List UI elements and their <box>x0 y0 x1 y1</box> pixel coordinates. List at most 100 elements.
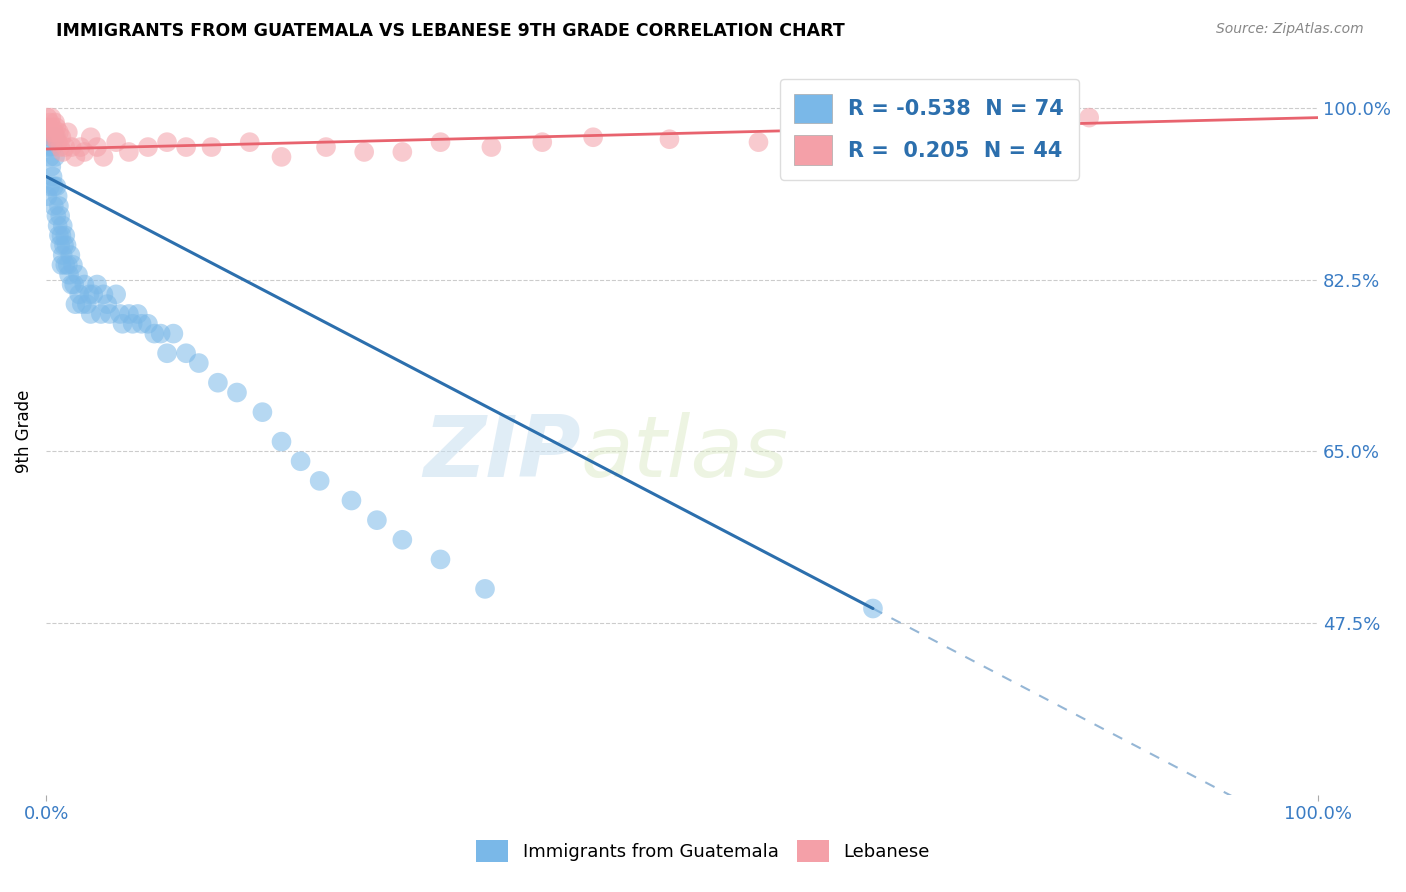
Point <box>39 125 62 139</box>
Point <box>340 493 363 508</box>
Point <box>391 145 413 159</box>
Point <box>118 145 141 159</box>
Point <box>429 552 451 566</box>
Point <box>136 140 159 154</box>
Point <box>149 326 172 341</box>
Legend: Immigrants from Guatemala, Lebanese: Immigrants from Guatemala, Lebanese <box>468 833 938 870</box>
Point <box>111 317 134 331</box>
Point <box>39 150 62 164</box>
Point <box>51 258 73 272</box>
Point <box>63 277 86 292</box>
Point <box>53 258 76 272</box>
Point <box>56 258 79 272</box>
Point <box>38 120 60 135</box>
Point <box>51 228 73 243</box>
Point <box>45 179 67 194</box>
Point <box>127 307 149 321</box>
Point <box>79 287 101 301</box>
Point <box>46 135 69 149</box>
Point <box>290 454 312 468</box>
Point <box>39 160 62 174</box>
Point <box>49 140 72 154</box>
Point <box>76 297 98 311</box>
Point <box>51 130 73 145</box>
Point <box>66 268 89 282</box>
Point <box>108 307 131 321</box>
Point <box>59 248 82 262</box>
Point <box>39 115 62 129</box>
Point <box>308 474 330 488</box>
Point <box>41 130 63 145</box>
Point <box>45 120 67 135</box>
Point <box>366 513 388 527</box>
Point <box>46 219 69 233</box>
Point <box>46 189 69 203</box>
Point <box>118 307 141 321</box>
Point <box>70 297 93 311</box>
Point <box>80 307 103 321</box>
Point <box>49 238 72 252</box>
Point <box>658 132 681 146</box>
Point <box>86 277 108 292</box>
Point <box>353 145 375 159</box>
Point <box>44 130 66 145</box>
Point <box>136 317 159 331</box>
Text: IMMIGRANTS FROM GUATEMALA VS LEBANESE 9TH GRADE CORRELATION CHART: IMMIGRANTS FROM GUATEMALA VS LEBANESE 9T… <box>56 22 845 40</box>
Point <box>270 434 292 449</box>
Point <box>53 140 76 154</box>
Point <box>52 248 75 262</box>
Point <box>39 111 62 125</box>
Point <box>156 135 179 149</box>
Point <box>200 140 222 154</box>
Point <box>239 135 262 149</box>
Point <box>41 169 63 184</box>
Point <box>73 277 96 292</box>
Point <box>48 125 70 139</box>
Point <box>52 219 75 233</box>
Point <box>96 297 118 311</box>
Point <box>45 209 67 223</box>
Point <box>156 346 179 360</box>
Point <box>60 277 83 292</box>
Point <box>93 150 115 164</box>
Point <box>45 130 67 145</box>
Point <box>65 297 87 311</box>
Point <box>391 533 413 547</box>
Point <box>270 150 292 164</box>
Point <box>479 140 502 154</box>
Point <box>143 326 166 341</box>
Text: Source: ZipAtlas.com: Source: ZipAtlas.com <box>1216 22 1364 37</box>
Point <box>187 356 209 370</box>
Point <box>48 228 70 243</box>
Point <box>42 199 65 213</box>
Point <box>174 140 197 154</box>
Point <box>38 140 60 154</box>
Point <box>849 130 872 145</box>
Point <box>226 385 249 400</box>
Point <box>315 140 337 154</box>
Point <box>93 287 115 301</box>
Point <box>62 258 84 272</box>
Point <box>53 238 76 252</box>
Y-axis label: 9th Grade: 9th Grade <box>15 390 32 474</box>
Point <box>67 287 90 301</box>
Point <box>98 307 121 321</box>
Point <box>37 111 59 125</box>
Point <box>252 405 274 419</box>
Point <box>58 268 80 282</box>
Point <box>80 130 103 145</box>
Point <box>48 199 70 213</box>
Point <box>42 125 65 139</box>
Legend: R = -0.538  N = 74, R =  0.205  N = 44: R = -0.538 N = 74, R = 0.205 N = 44 <box>780 78 1078 179</box>
Point <box>37 189 59 203</box>
Point <box>582 130 605 145</box>
Point <box>42 179 65 194</box>
Point <box>53 228 76 243</box>
Text: atlas: atlas <box>581 412 789 495</box>
Point <box>131 317 153 331</box>
Point <box>121 317 143 331</box>
Point <box>73 145 96 159</box>
Point <box>69 140 91 154</box>
Point <box>55 238 77 252</box>
Point <box>44 115 66 129</box>
